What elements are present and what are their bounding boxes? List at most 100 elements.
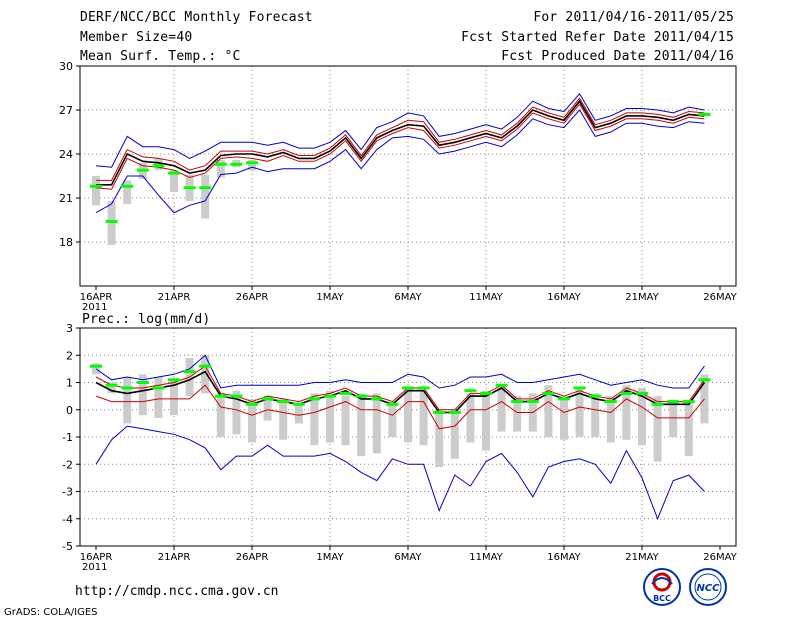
prec-obs-marker (495, 383, 508, 387)
prec-xtick-label: 11MAY (469, 552, 503, 563)
prec-obs-marker (339, 391, 352, 395)
fcst-started-date: Fcst Started Refer Date 2011/04/15 (461, 30, 734, 45)
temp-ytick-label: 27 (59, 104, 73, 117)
temp-range-box (216, 159, 225, 178)
prec-obs-marker (667, 400, 680, 404)
prec-range-box (404, 387, 412, 443)
grads-credit: GrADS: COLA/IGES (4, 607, 98, 618)
chart-title: DERF/NCC/BCC Monthly Forecast (80, 10, 313, 25)
prec-range-box (513, 396, 522, 432)
prec-xtick-label: 6MAY (394, 552, 422, 563)
prec-obs-marker (698, 378, 711, 382)
prec-range-box (435, 409, 444, 467)
prec-series-min (95, 425, 705, 521)
ncc-logo-text: NCC (696, 583, 720, 594)
prec-range-box (107, 382, 116, 394)
prec-ytick-label: -5 (62, 540, 73, 553)
prec-range-box (684, 401, 693, 457)
prec-obs-marker (370, 397, 383, 401)
ncc-logo: NCC (689, 568, 727, 606)
prec-xtick-label: 16APR (80, 552, 113, 563)
prec-obs-marker (199, 364, 212, 368)
prec-range-box (263, 396, 272, 421)
prec-xtick-label: 26APR (236, 552, 269, 563)
prec-range-box (279, 398, 288, 440)
temp-obs-marker (230, 162, 243, 166)
prec-obs-marker (620, 391, 633, 395)
prec-range-box (123, 377, 132, 424)
prec-range-box (497, 385, 506, 432)
prec-obs-marker (402, 386, 414, 390)
temp-xtick-label: 26MAY (703, 292, 737, 303)
temp-xtick-label: 21APR (158, 292, 191, 303)
prec-range-box (606, 396, 615, 443)
prec-range-box (248, 398, 256, 443)
prec-range-box (560, 396, 568, 440)
temp-range-box (170, 170, 178, 193)
prec-obs-marker (277, 400, 290, 404)
prec-obs-marker (526, 400, 539, 404)
temp-obs-marker (168, 171, 180, 175)
temp-xtick-label: 11MAY (469, 292, 503, 303)
prec-range-box (357, 393, 366, 457)
temp-ytick-label: 21 (59, 192, 73, 205)
prec-obs-marker (464, 389, 477, 393)
temp-range-box (123, 180, 132, 204)
prec-obs-marker (604, 400, 617, 404)
prec-range-box (216, 396, 225, 437)
prec-range-box (669, 401, 678, 437)
forecast-period: For 2011/04/16-2011/05/25 (533, 10, 734, 25)
temp-series-min (95, 109, 705, 214)
prec-ytick-label: 2 (66, 349, 73, 362)
temp-obs-marker (152, 164, 165, 168)
temp-obs-marker (214, 162, 227, 166)
temp-series-lower (95, 103, 705, 190)
prec-series-lower (95, 384, 705, 430)
prec-obs-marker (542, 391, 555, 395)
prec-obs-marker (433, 410, 446, 414)
temp-series-max (95, 93, 705, 168)
prec-obs-marker (589, 394, 602, 398)
prec-range-box (544, 385, 553, 437)
temp-range-box (248, 159, 256, 171)
prec-range-box (92, 363, 100, 375)
prec-obs-marker (573, 386, 586, 390)
prec-ytick-label: -3 (62, 486, 73, 499)
prec-obs-marker (308, 397, 321, 401)
prec-range-box (341, 396, 350, 446)
prec-range-box (372, 393, 381, 454)
prec-obs-marker (183, 370, 196, 374)
prec-obs-marker (261, 397, 274, 401)
prec-range-box (575, 387, 584, 437)
prec-range-box (326, 390, 334, 443)
prec-ytick-label: 3 (66, 322, 73, 335)
temp-xtick-label: 6MAY (394, 292, 422, 303)
prec-series-upper (95, 365, 705, 411)
footer-url[interactable]: http://cmdp.ncc.cma.gov.cn (75, 584, 279, 599)
prec-obs-marker (480, 391, 492, 395)
prec-obs-marker (152, 386, 165, 390)
prec-xtick-label: 21MAY (625, 552, 659, 563)
temp-xtick-label: 21MAY (625, 292, 659, 303)
prec-series-max (95, 354, 705, 389)
prec-ytick-label: -4 (62, 513, 73, 526)
prec-range-box (466, 393, 475, 443)
prec-range-box (482, 390, 490, 451)
temp-obs-marker (121, 184, 134, 188)
prec-obs-marker (214, 394, 227, 398)
prec-obs-marker (448, 410, 461, 414)
prec-obs-marker (511, 400, 524, 404)
temp-xtick-label: 16MAY (547, 292, 581, 303)
prec-range-box (170, 379, 178, 416)
temp-series-mean (96, 99, 705, 186)
prec-xtick-label: 26MAY (703, 552, 737, 563)
prec-range-box (653, 396, 662, 462)
prec-obs-marker (292, 402, 305, 406)
prec-ytick-label: -1 (62, 431, 73, 444)
prec-obs-marker (230, 394, 243, 398)
prec-obs-marker (136, 381, 149, 384)
prec-obs-marker (324, 394, 336, 398)
prec-title: Prec.: log(mm/d) (82, 312, 210, 327)
prec-range-box (154, 377, 163, 418)
